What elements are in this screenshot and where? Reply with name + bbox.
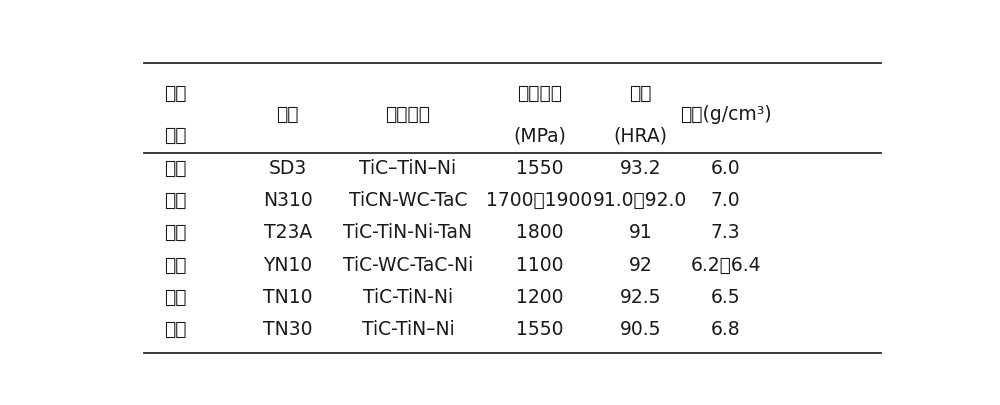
Text: 1700～1900: 1700～1900: [486, 191, 593, 210]
Text: 7.3: 7.3: [711, 224, 740, 243]
Text: TiC-TiN-Ni: TiC-TiN-Ni: [363, 288, 453, 307]
Text: 主要组成: 主要组成: [385, 104, 430, 124]
Text: 90.5: 90.5: [620, 320, 661, 339]
Text: N310: N310: [263, 191, 313, 210]
Text: 91.0～92.0: 91.0～92.0: [593, 191, 688, 210]
Text: TN30: TN30: [263, 320, 312, 339]
Text: 中国: 中国: [164, 288, 187, 307]
Text: 中国: 中国: [164, 256, 187, 275]
Text: 国家: 国家: [164, 126, 187, 145]
Text: (MPa): (MPa): [513, 126, 566, 145]
Text: 7.0: 7.0: [711, 191, 740, 210]
Text: YN10: YN10: [263, 256, 312, 275]
Text: 日本: 日本: [164, 191, 187, 210]
Text: 产品: 产品: [164, 84, 187, 103]
Text: T23A: T23A: [264, 224, 312, 243]
Text: 1800: 1800: [516, 224, 563, 243]
Text: 美国: 美国: [164, 159, 187, 178]
Text: 92: 92: [629, 256, 652, 275]
Text: TiC-TiN-Ni-TaN: TiC-TiN-Ni-TaN: [343, 224, 472, 243]
Text: 1200: 1200: [516, 288, 563, 307]
Text: 6.5: 6.5: [711, 288, 740, 307]
Text: 6.0: 6.0: [711, 159, 740, 178]
Text: (HRA): (HRA): [613, 126, 667, 145]
Text: 6.8: 6.8: [711, 320, 740, 339]
Text: TiCN-WC-TaC: TiCN-WC-TaC: [349, 191, 467, 210]
Text: SD3: SD3: [269, 159, 307, 178]
Text: 硬度: 硬度: [629, 84, 652, 103]
Text: TiC-WC-TaC-Ni: TiC-WC-TaC-Ni: [343, 256, 473, 275]
Text: 92.5: 92.5: [620, 288, 661, 307]
Text: 1550: 1550: [516, 159, 563, 178]
Text: 抗弯强度: 抗弯强度: [517, 84, 562, 103]
Text: 牌号: 牌号: [276, 104, 299, 124]
Text: 1550: 1550: [516, 320, 563, 339]
Text: 1100: 1100: [516, 256, 563, 275]
Text: 密度(g/cm³): 密度(g/cm³): [680, 104, 771, 124]
Text: 93.2: 93.2: [620, 159, 661, 178]
Text: 日本: 日本: [164, 224, 187, 243]
Text: 91: 91: [629, 224, 652, 243]
Text: TiC–TiN–Ni: TiC–TiN–Ni: [359, 159, 456, 178]
Text: TN10: TN10: [263, 288, 312, 307]
Text: TiC-TiN–Ni: TiC-TiN–Ni: [362, 320, 454, 339]
Text: 6.2～6.4: 6.2～6.4: [690, 256, 761, 275]
Text: 中国: 中国: [164, 320, 187, 339]
